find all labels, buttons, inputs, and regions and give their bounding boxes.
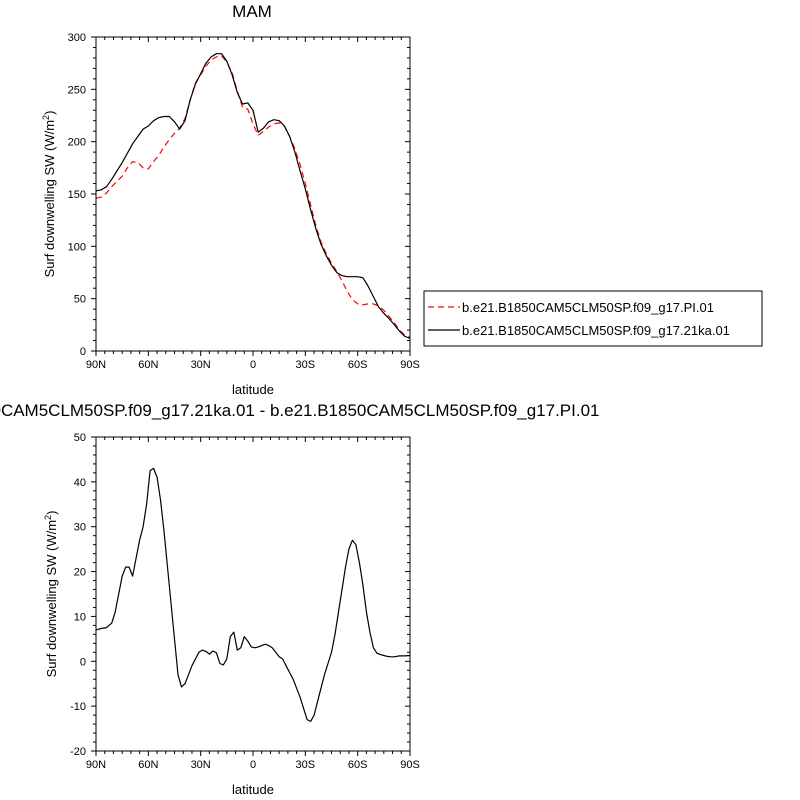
top-chart-plot-frame: [95, 36, 411, 352]
bottom-chart: b.e21.B1850CAM5CLM50SP.f09_g17.21ka.01 -…: [0, 401, 599, 797]
x-tick-label: 30N: [191, 759, 211, 771]
bottom-chart-series-layer: [95, 467, 411, 723]
top-chart-series-layer: [95, 53, 411, 339]
bottom-series-line-0: [95, 467, 411, 723]
bottom-chart-y-axis: -20 -10 0 10 20 30 40 50: [70, 432, 410, 758]
x-tick-label: 60N: [138, 759, 158, 771]
x-tick-label: 30S: [296, 759, 316, 771]
x-tick-label: 30N: [191, 359, 211, 371]
bottom-chart-x-axis: 90N 60N 30N 0 30S 60S 90S: [86, 437, 420, 771]
x-tick-label: 60N: [138, 359, 158, 371]
top-chart-x-axis-label: latitude: [232, 382, 274, 397]
y-tick-label: -20: [70, 746, 86, 758]
top-series-line-0: [95, 55, 411, 338]
y-tick-label: 50: [74, 294, 86, 306]
top-series-line-1: [95, 53, 411, 339]
y-tick-label: 30: [74, 522, 86, 534]
y-tick-label: 250: [68, 84, 86, 96]
top-chart-y-axis: 0 50 100 150 200 250 300: [68, 32, 410, 358]
y-tick-label: 200: [68, 137, 86, 149]
y-tick-label: 100: [68, 241, 86, 253]
bottom-chart-plot-frame: [95, 436, 411, 752]
top-chart-y-axis-label: Surf downwelling SW (W/m2): [41, 111, 57, 278]
top-chart-title: MAM: [232, 2, 272, 21]
x-tick-label: 0: [250, 359, 256, 371]
y-tick-label: 40: [74, 477, 86, 489]
x-tick-label: 90S: [400, 359, 420, 371]
y-tick-label: 50: [74, 432, 86, 444]
y-tick-label: 0: [80, 656, 86, 668]
y-tick-label: 150: [68, 189, 86, 201]
y-tick-label: 300: [68, 32, 86, 44]
top-chart-x-axis: 90N 60N 30N 0 30S 60S 90S: [86, 37, 420, 371]
bottom-chart-x-axis-label: latitude: [232, 782, 274, 797]
x-tick-label: 0: [250, 759, 256, 771]
y-tick-label: -10: [70, 701, 86, 713]
top-chart: MAM 90N 60N 30N 0 30S 60S 90S 0 50 100 150 200 250 3…: [41, 2, 420, 397]
x-tick-label: 90N: [86, 359, 106, 371]
bottom-chart-title: b.e21.B1850CAM5CLM50SP.f09_g17.21ka.01 -…: [0, 401, 599, 420]
legend-label-pi: b.e21.B1850CAM5CLM50SP.f09_g17.PI.01: [462, 300, 714, 315]
x-tick-label: 30S: [296, 359, 316, 371]
y-tick-label: 20: [74, 567, 86, 579]
x-tick-label: 60S: [348, 759, 368, 771]
x-tick-label: 90N: [86, 759, 106, 771]
x-tick-label: 90S: [400, 759, 420, 771]
legend-box: [423, 290, 763, 347]
legend-label-21ka: b.e21.B1850CAM5CLM50SP.f09_g17.21ka.01: [462, 323, 730, 338]
x-tick-label: 60S: [348, 359, 368, 371]
y-tick-label: 0: [80, 346, 86, 358]
legend: b.e21.B1850CAM5CLM50SP.f09_g17.PI.01 b.e…: [423, 290, 763, 347]
bottom-chart-y-axis-label: Surf downwelling SW (W/m2): [43, 511, 59, 678]
y-tick-label: 10: [74, 611, 86, 623]
